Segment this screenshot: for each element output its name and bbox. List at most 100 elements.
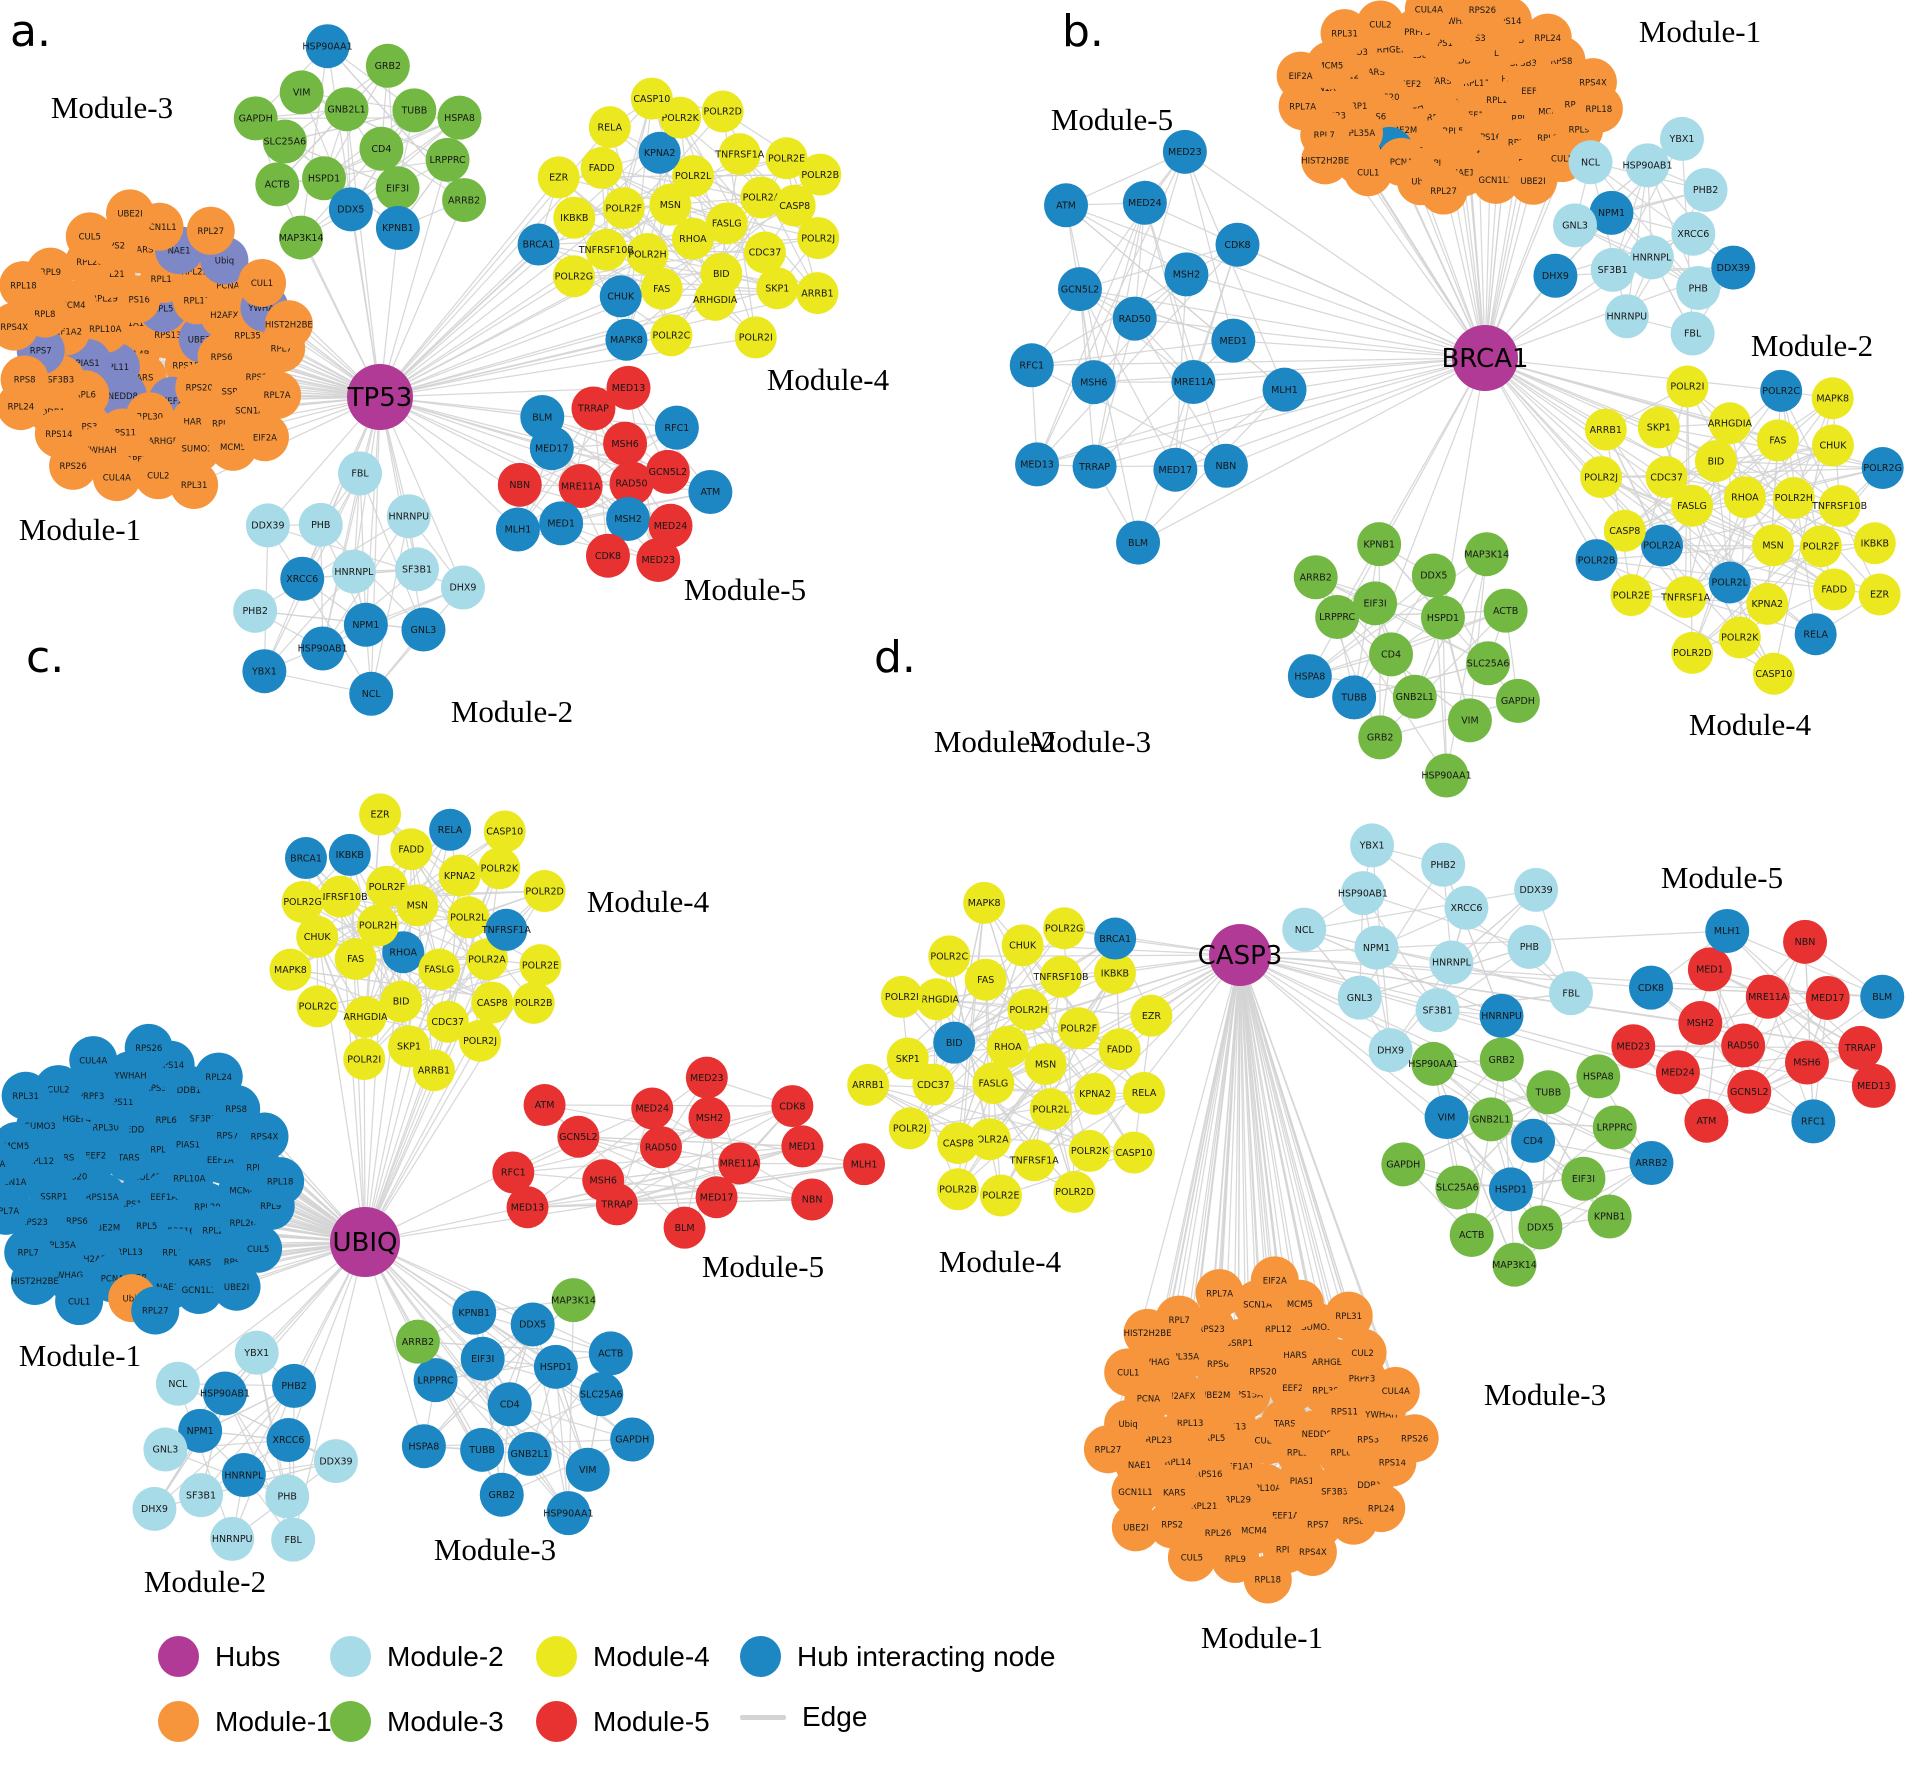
node-label: DDB1	[177, 1086, 201, 1096]
node-FBL	[1670, 311, 1715, 356]
node-label: MAPK8	[1816, 393, 1849, 404]
node-label: RPS7	[1307, 1520, 1329, 1530]
node-IKBKB	[328, 833, 371, 876]
node-label: HNRNPU	[212, 1534, 253, 1545]
edge	[1590, 161, 1734, 269]
edge	[1036, 389, 1285, 466]
node-label: Ubiq	[1118, 1420, 1137, 1430]
edge	[1309, 575, 1435, 677]
node-label: RPL7A	[1206, 1289, 1233, 1299]
node-label: RPS11	[106, 1098, 133, 1108]
node-label: RPS4X	[1579, 78, 1607, 88]
node-label: YWHAG	[1136, 1358, 1169, 1368]
node-label: RPS3	[1357, 1436, 1379, 1446]
node-label: RPL5	[152, 304, 173, 314]
node-label: PRPF3	[121, 455, 147, 465]
edge	[1239, 954, 1350, 1316]
node-label: RPS11	[1431, 39, 1458, 49]
node-label: SLC25A6	[264, 137, 307, 148]
node-ATM	[1044, 183, 1089, 228]
node-label: SUMO3	[25, 1122, 56, 1132]
node-EIF3I	[1353, 581, 1398, 626]
node-EIF2A	[1250, 1256, 1299, 1305]
node-label: SF3B3	[190, 1115, 217, 1125]
node-label: POLR2H	[628, 249, 666, 260]
edge	[1239, 954, 1814, 1123]
node-label: RPS26	[59, 462, 86, 472]
node-SF3B1	[395, 547, 440, 592]
edge	[616, 1105, 793, 1205]
node-FAS	[964, 958, 1007, 1001]
node-HIST2H2BE	[264, 300, 313, 349]
node-label: RFC1	[1801, 1117, 1826, 1128]
node-GNL3	[1337, 975, 1382, 1020]
node-label: POLR2A	[743, 193, 781, 204]
node-POLR2L	[1029, 1088, 1072, 1131]
node-label: YBX1	[243, 1348, 269, 1359]
node-RPL7A	[0, 1186, 30, 1235]
edge	[316, 848, 412, 938]
node-HSP90AA1	[1411, 1041, 1456, 1086]
node-label: EZR	[549, 173, 569, 184]
node-label: FBL	[1562, 988, 1580, 999]
node-HNRNPL	[1429, 940, 1474, 985]
node-POLR2J	[797, 217, 840, 260]
node-POLR2E	[765, 137, 808, 180]
node-label: NBN	[802, 1195, 823, 1206]
node-label: RPS15A	[86, 1193, 119, 1203]
node-POLR2A	[968, 1118, 1011, 1161]
node-label: SCN1A	[0, 1178, 26, 1188]
edge	[1089, 954, 1241, 1152]
node-PHB	[1676, 266, 1721, 311]
node-label: RPL14	[151, 275, 178, 285]
module-label: Module-5	[702, 1249, 824, 1284]
node-MLH1	[1262, 367, 1307, 412]
node-label: POLR2K	[662, 113, 700, 124]
node-EIF2A	[0, 1140, 18, 1187]
node-CUL1	[238, 258, 287, 307]
node-label: MAP3K14	[551, 1295, 596, 1306]
node-label: MLH1	[1714, 926, 1741, 937]
node-label: ARRB1	[801, 288, 833, 299]
node-label: YWHAH	[83, 446, 116, 456]
node-NPM1	[1354, 925, 1399, 970]
node-RELA	[1794, 613, 1837, 656]
node-POLR2C	[650, 314, 693, 357]
node-label: CUL4B	[1255, 1436, 1283, 1446]
node-label: RHOA	[679, 234, 707, 245]
node-MSN	[396, 884, 439, 927]
node-label: EEF1A2	[50, 328, 82, 338]
node-DHX9	[1368, 1028, 1413, 1073]
node-label: FAS	[977, 975, 994, 986]
node-FBL	[1549, 971, 1594, 1016]
edge	[1031, 357, 1486, 366]
node-NPM1	[1589, 190, 1634, 235]
node-label: FADD	[589, 163, 615, 174]
node-RPL24	[1357, 1484, 1406, 1533]
node-label: RPL27	[1095, 1445, 1122, 1455]
node-label: YBX1	[251, 666, 277, 677]
node-label: YWHAH	[113, 1071, 146, 1081]
node-label: FASLG	[712, 219, 742, 230]
node-CUL5	[234, 1224, 283, 1273]
node-label: ARHGEF4	[1371, 46, 1411, 56]
node-RAD50	[1721, 1023, 1766, 1068]
node-label: RPL29	[1224, 1496, 1251, 1506]
node-EIF3I	[375, 166, 420, 211]
node-label: RPL24	[1534, 34, 1561, 44]
node-label: RPL27	[142, 1307, 169, 1317]
node-label: TARS	[1273, 1419, 1296, 1429]
node-label: NPM1	[187, 1426, 214, 1437]
node-label: BID	[1708, 456, 1725, 467]
node-label: RAD50	[645, 1142, 677, 1153]
node-FAS	[640, 267, 683, 310]
node-label: ARHGEF4	[1312, 1358, 1352, 1368]
edge	[364, 1040, 481, 1243]
node-NPM1	[178, 1408, 223, 1453]
node-label: RPL35A	[234, 331, 267, 341]
node-RPL24	[0, 382, 45, 431]
node-POLR2A	[465, 938, 508, 981]
edge	[1469, 554, 1488, 721]
node-PHB2	[1683, 167, 1728, 212]
